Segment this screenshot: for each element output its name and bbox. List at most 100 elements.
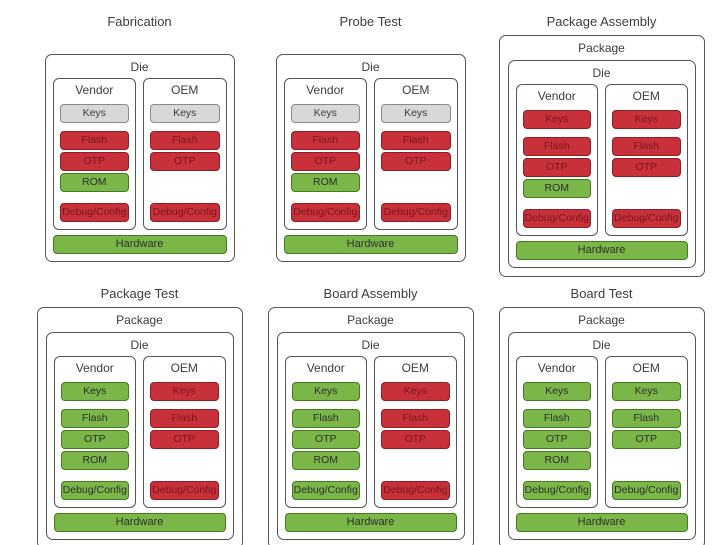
oem-column: OEM Keys Flash OTP Debug/Config [605,356,688,508]
block-keys: Keys [291,382,360,401]
block-otp: OTP [612,158,681,177]
block-flash: Flash [522,137,591,156]
memory-group: Flash OTP [612,137,681,200]
column-label: OEM [632,89,660,103]
block-flash: Flash [381,409,450,428]
package-box: Package Die Vendor Keys Flash OTP ROM Debug/Con… [36,307,243,545]
memory-group: Flash OTP ROM [290,131,360,194]
column-label: OEM [401,361,429,375]
oem-column: OEM Keys Flash OTP Debug/Config [143,78,227,230]
columns-row: Vendor Keys Flash OTP ROM Debug/Config OEM Keys… [53,356,226,508]
block-keys: Keys [381,382,450,401]
block-rom: ROM [290,173,360,192]
package-box: Package Die Vendor Keys Flash OTP ROM Debug/Con… [498,35,705,277]
block-flash: Flash [150,131,220,150]
block-debug-config: Debug/Config [291,481,360,500]
hardware-bar: Hardware [53,513,226,532]
hardware-bar: Hardware [52,235,227,254]
oem-column: OEM Keys Flash OTP Debug/Config [374,356,457,508]
column-label: OEM [171,83,199,97]
vendor-column: Vendor Keys Flash OTP ROM Debug/Config [283,78,367,230]
die-box: Die Vendor Keys Flash OTP ROM Debug/Config OEM K… [275,54,466,262]
block-debug-config: Debug/Config [612,481,681,500]
column-label: Vendor [537,89,576,103]
stage-panel-board-assembly: Board Assembly Package Die Vendor Keys Flash O… [255,272,486,545]
column-label: OEM [402,83,430,97]
die-box: Die Vendor Keys Flash OTP ROM Debug/Config OEM K… [276,332,465,540]
die-label: Die [592,66,611,80]
block-debug-config: Debug/Config [522,481,591,500]
package-label: Package [578,41,625,55]
block-debug-config: Debug/Config [150,481,219,500]
die-box: Die Vendor Keys Flash OTP ROM Debug/Config OEM K… [507,60,696,268]
block-flash: Flash [612,137,681,156]
panel-title: Package Assembly [546,14,657,29]
block-keys: Keys [59,104,129,123]
block-otp: OTP [522,430,591,449]
die-box: Die Vendor Keys Flash OTP ROM Debug/Config OEM K… [44,54,235,262]
block-otp: OTP [291,430,360,449]
panel-title: Fabrication [107,14,172,29]
vendor-column: Vendor Keys Flash OTP ROM Debug/Config [515,84,598,236]
column-label: Vendor [75,83,114,97]
block-keys: Keys [290,104,360,123]
block-rom: ROM [522,451,591,470]
block-keys: Keys [522,110,591,129]
block-otp: OTP [522,158,591,177]
stage-panel-package-test: Package Test Package Die Vendor Keys Flash OTP… [24,272,255,545]
die-label: Die [361,60,380,74]
stage-panel-probe-test: Probe Test Die Vendor Keys Flash OTP ROM Debug/… [255,0,486,272]
block-debug-config: Debug/Config [381,481,450,500]
die-label: Die [361,338,380,352]
panel-title: Board Test [570,286,633,301]
columns-row: Vendor Keys Flash OTP ROM Debug/Config OEM Keys… [283,78,458,230]
hardware-bar: Hardware [283,235,458,254]
column-label: OEM [632,361,660,375]
block-keys: Keys [612,382,681,401]
column-label: OEM [170,361,198,375]
block-debug-config: Debug/Config [59,203,129,222]
die-label: Die [592,338,611,352]
block-debug-config: Debug/Config [290,203,360,222]
memory-group: Flash OTP [381,409,450,472]
stage-panel-fabrication: Fabrication Die Vendor Keys Flash OTP ROM Debug… [24,0,255,272]
block-flash: Flash [290,131,360,150]
block-debug-config: Debug/Config [522,209,591,228]
block-debug-config: Debug/Config [612,209,681,228]
block-flash: Flash [522,409,591,428]
package-box: Package Die Vendor Keys Flash OTP ROM Debug/Con… [498,307,705,545]
column-label: Vendor [75,361,114,375]
block-otp: OTP [381,152,451,171]
columns-row: Vendor Keys Flash OTP ROM Debug/Config OEM Keys… [515,356,688,508]
hardware-bar: Hardware [284,513,457,532]
block-flash: Flash [381,131,451,150]
block-rom: ROM [59,173,129,192]
block-flash: Flash [59,131,129,150]
block-rom: ROM [291,451,360,470]
memory-group: Flash OTP [381,131,451,194]
package-label: Package [116,313,163,327]
block-debug-config: Debug/Config [381,203,451,222]
columns-row: Vendor Keys Flash OTP ROM Debug/Config OEM Keys… [515,84,688,236]
block-otp: OTP [59,152,129,171]
block-keys: Keys [522,382,591,401]
block-rom: ROM [60,451,129,470]
block-keys: Keys [381,104,451,123]
memory-group: Flash OTP ROM [522,137,591,200]
panel-title: Package Test [100,286,179,301]
block-rom: ROM [522,179,591,198]
die-label: Die [130,338,149,352]
stage-panel-board-test: Board Test Package Die Vendor Keys Flash OTP RO… [486,272,717,545]
vendor-column: Vendor Keys Flash OTP ROM Debug/Config [53,356,136,508]
columns-row: Vendor Keys Flash OTP ROM Debug/Config OEM Keys… [284,356,457,508]
package-label: Package [347,313,394,327]
memory-group: Flash OTP ROM [59,131,129,194]
memory-group: Flash OTP [150,409,219,472]
block-debug-config: Debug/Config [150,203,220,222]
block-otp: OTP [290,152,360,171]
block-otp: OTP [150,152,220,171]
oem-column: OEM Keys Flash OTP Debug/Config [374,78,458,230]
block-flash: Flash [291,409,360,428]
block-keys: Keys [60,382,129,401]
